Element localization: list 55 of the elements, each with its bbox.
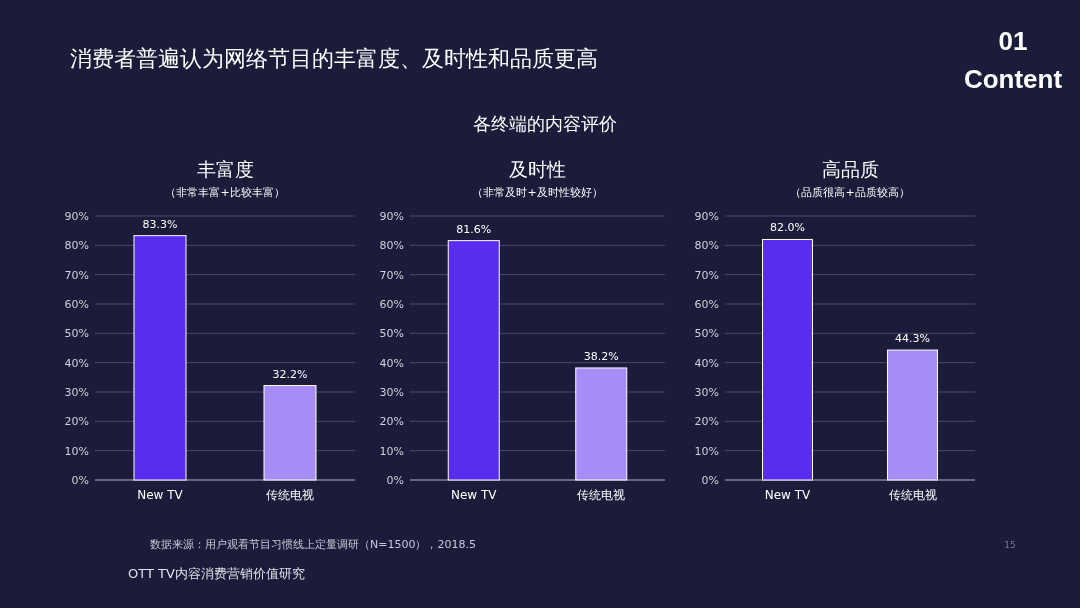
y-tick-label: 20% [694, 415, 719, 429]
x-tick-label: New TV [450, 488, 498, 502]
y-tick-label: 70% [64, 268, 89, 282]
y-tick-label: 70% [694, 268, 719, 282]
y-tick-label: 50% [379, 327, 404, 341]
y-tick-label: 0% [71, 473, 89, 487]
text: 15 [1004, 540, 1016, 550]
x-tick-label: New TV [764, 488, 812, 502]
source-note: 数据来源：用户观看节目习惯线上定量调研（N=1500），2018.5 [150, 538, 476, 551]
y-tick-label: 60% [379, 297, 404, 311]
y-tick-label: 90% [64, 209, 89, 223]
y-tick-label: 50% [694, 327, 719, 341]
data-label: 32.2% [272, 367, 308, 381]
text: 01 [998, 26, 1028, 56]
chart-subtitle: （非常及时+及时性较好） [472, 186, 603, 199]
y-tick-label: 0% [701, 473, 719, 487]
text: OTT TV内容消费营销价值研究 [128, 566, 305, 581]
data-label: 82.0% [770, 221, 805, 235]
y-tick-label: 60% [694, 297, 719, 311]
chart-title: 及时性 [509, 158, 566, 180]
x-tick-label: 传统电视 [888, 488, 937, 502]
y-tick-label: 10% [694, 444, 719, 458]
chart-title: 丰富度 [196, 158, 254, 180]
y-tick-label: 80% [379, 239, 404, 253]
y-tick-label: 30% [694, 385, 719, 399]
x-tick-label: 传统电视 [266, 488, 314, 502]
chart-title: 高品质 [821, 158, 879, 180]
y-tick-label: 80% [694, 239, 719, 253]
chart-subtitle: （非常丰富+比较丰富） [165, 186, 285, 199]
y-tick-label: 20% [379, 415, 404, 429]
y-tick-label: 40% [379, 356, 404, 370]
data-label: 44.3% [895, 332, 930, 346]
y-tick-label: 30% [379, 385, 404, 399]
text: 各终端的内容评价 [473, 113, 617, 134]
data-label: 83.3% [142, 217, 178, 231]
y-tick-label: 20% [64, 415, 89, 429]
text: 消费者普遍认为网络节目的丰富度、及时性和品质更高 [70, 46, 598, 71]
data-label: 81.6% [456, 222, 492, 236]
chart-subtitle: （品质很高+品质较高） [790, 186, 910, 199]
data-label: 38.2% [583, 349, 619, 363]
y-tick-label: 80% [64, 239, 89, 253]
y-tick-label: 0% [386, 473, 404, 487]
y-tick-label: 70% [379, 268, 404, 282]
y-tick-label: 90% [694, 209, 719, 223]
x-tick-label: New TV [137, 488, 184, 502]
y-tick-label: 90% [379, 209, 404, 223]
y-tick-label: 50% [64, 327, 89, 341]
x-tick-label: 传统电视 [577, 488, 626, 502]
text: Content [963, 64, 1063, 94]
y-tick-label: 10% [379, 444, 404, 458]
y-tick-label: 10% [64, 444, 89, 458]
y-tick-label: 30% [64, 385, 89, 399]
y-tick-label: 60% [64, 297, 89, 311]
y-tick-label: 40% [694, 356, 719, 370]
y-tick-label: 40% [64, 356, 89, 370]
